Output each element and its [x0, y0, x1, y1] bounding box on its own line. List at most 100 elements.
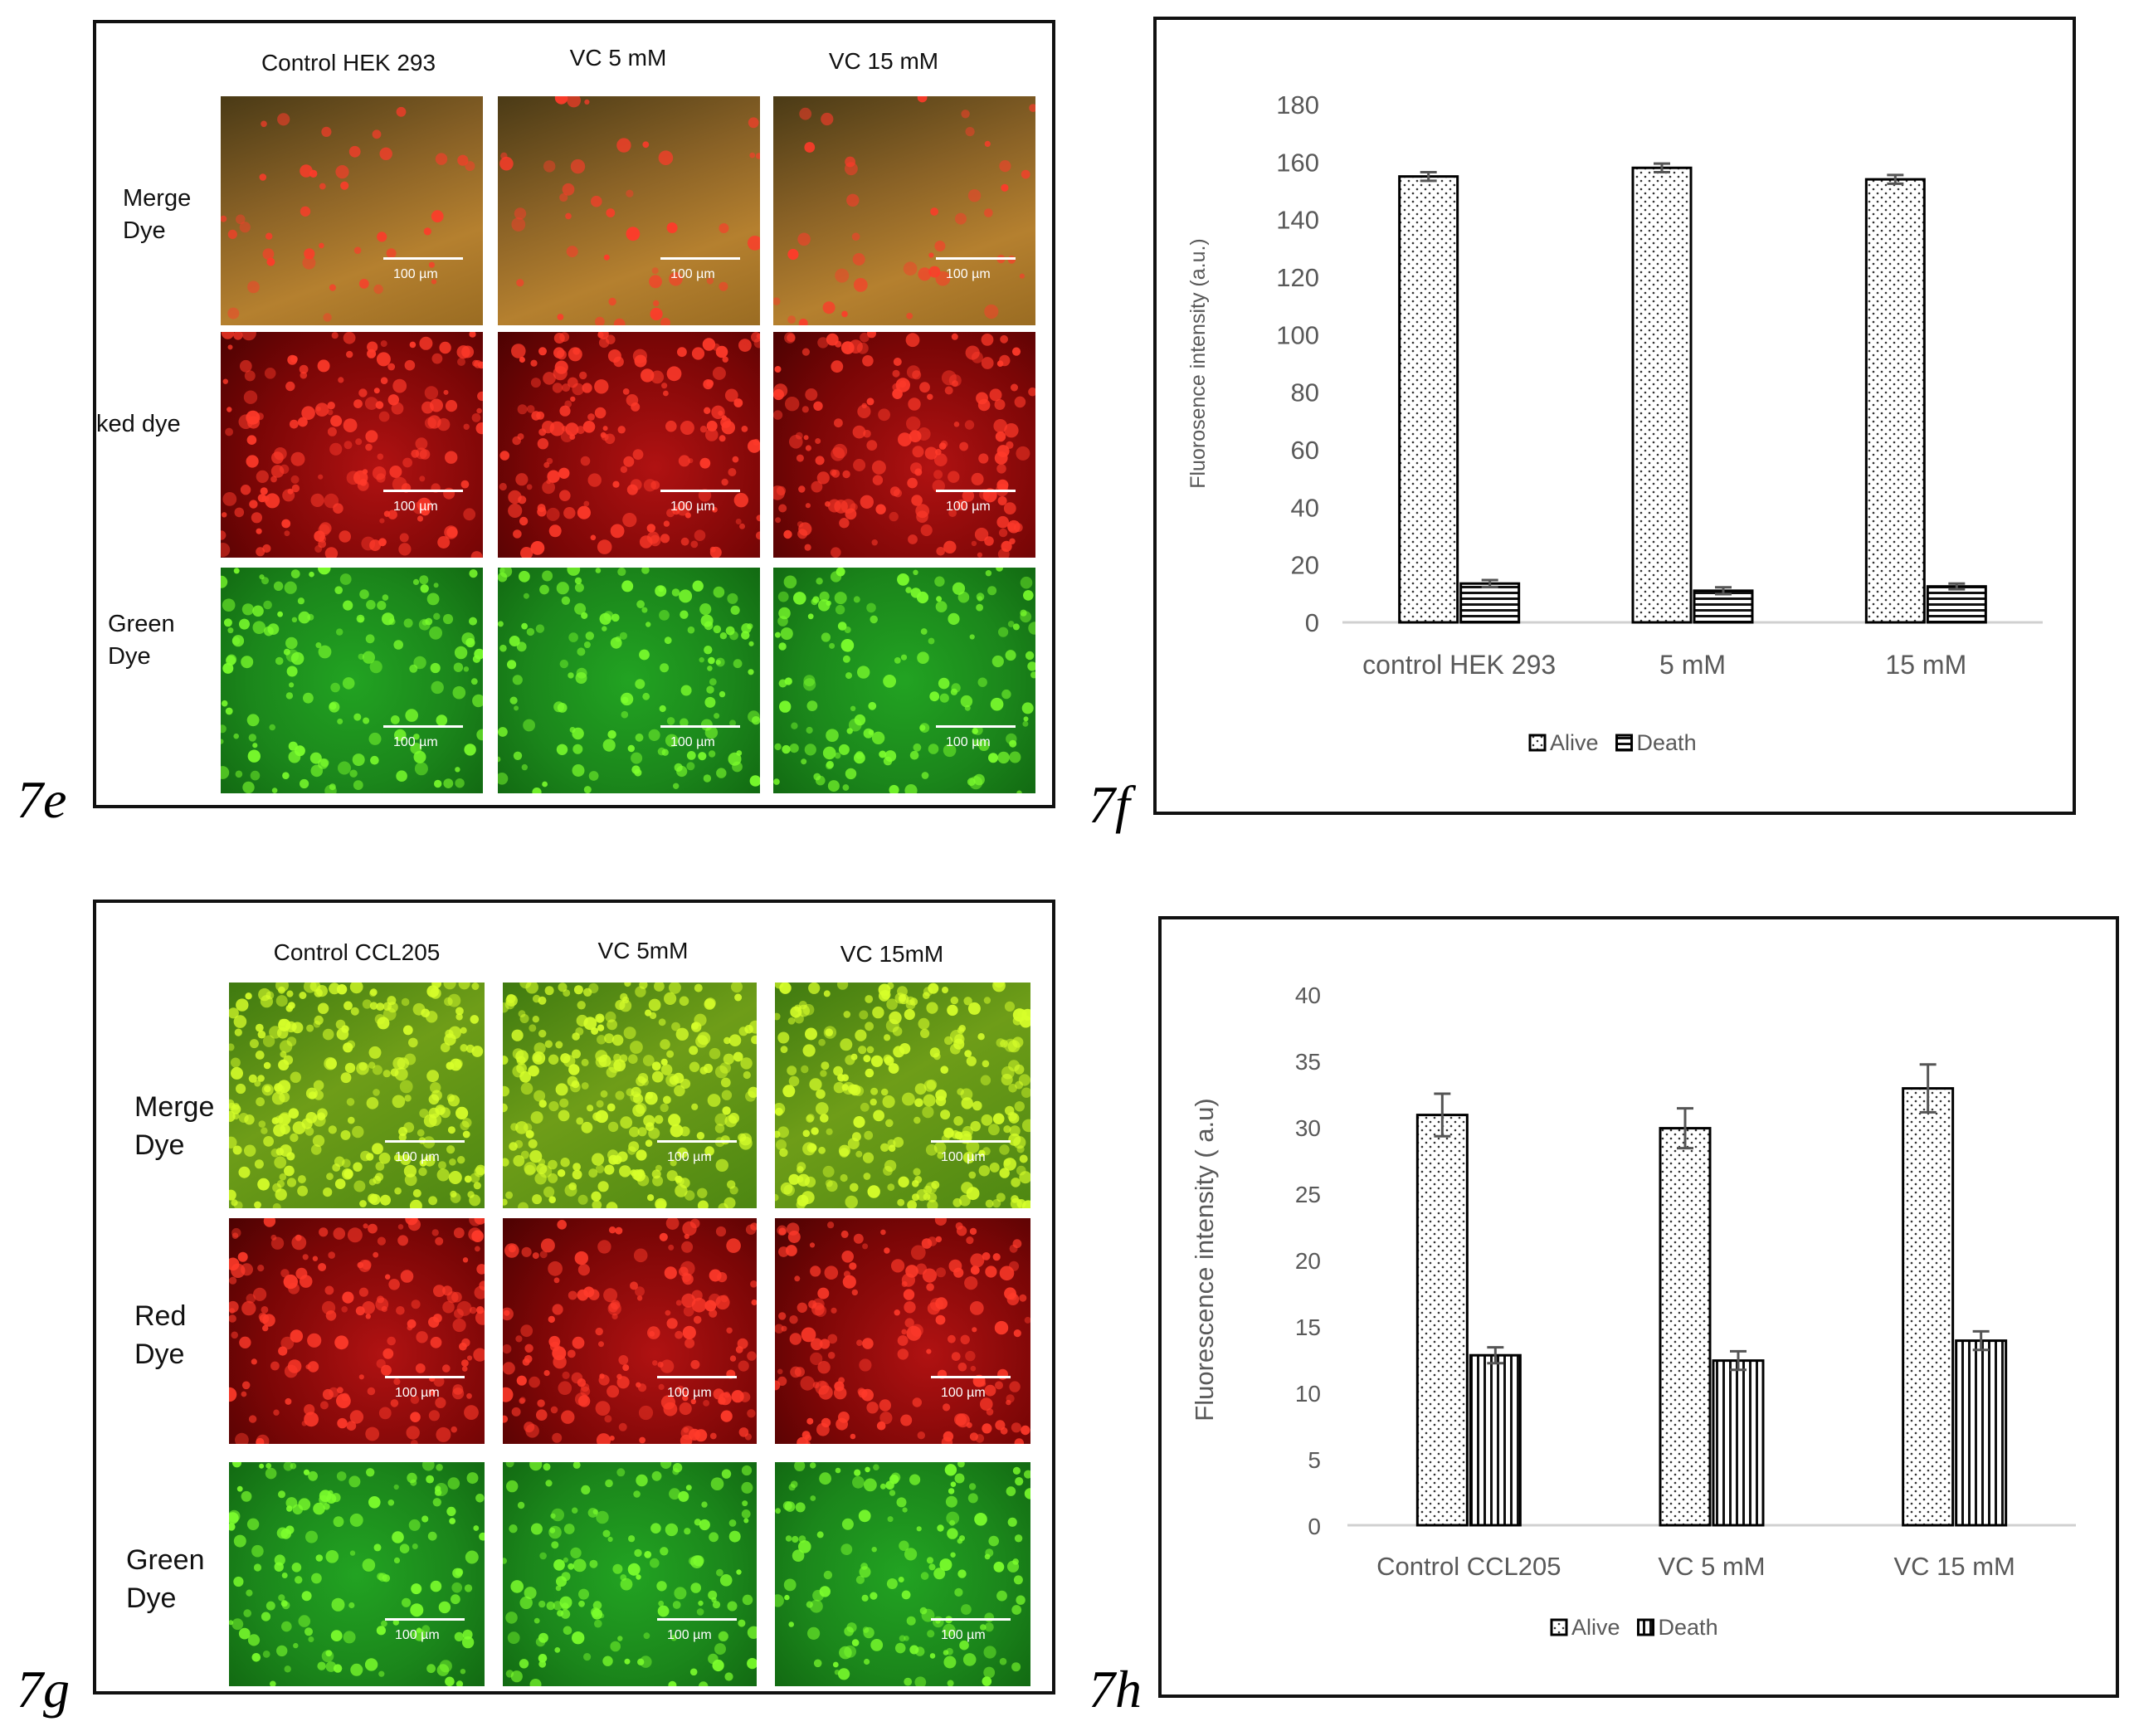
cell-dot [280, 1600, 288, 1607]
cell-dot [465, 637, 475, 648]
cell-dot [567, 568, 581, 576]
cell-dot [972, 1266, 980, 1274]
cell-dot [720, 1295, 728, 1303]
cell-dot [476, 729, 483, 741]
cell-dot [438, 1161, 446, 1170]
scale-bar [383, 257, 463, 260]
cell-dot [850, 503, 858, 511]
cell-dot [392, 1056, 406, 1070]
cell-dot [654, 1114, 664, 1124]
cell-dot [1001, 689, 1011, 700]
cell-dot [557, 1220, 567, 1230]
cell-dot [324, 1285, 334, 1295]
cell-dot [260, 995, 273, 1008]
cell-dot [455, 1568, 464, 1577]
cell-dot [981, 334, 994, 346]
cell-dot [691, 1103, 699, 1110]
cell-dot [229, 1620, 234, 1626]
cell-dot [253, 1287, 267, 1301]
cell-dot [853, 1116, 865, 1129]
cell-dot [377, 232, 387, 242]
cell-dot [851, 1289, 858, 1296]
cell-dot [597, 332, 604, 339]
cell-dot [607, 1301, 621, 1316]
cell-dot [804, 744, 816, 756]
cell-dot [637, 1383, 647, 1392]
cell-dot [655, 1200, 666, 1208]
cell-dot [466, 1392, 472, 1399]
cell-dot [723, 1036, 731, 1045]
cell-dot [241, 603, 254, 616]
cell-dot [270, 1148, 280, 1158]
cell-dot [988, 1124, 1000, 1136]
cell-dot [687, 626, 695, 634]
cell-dot [913, 569, 918, 575]
cell-dot [253, 1563, 262, 1572]
cell-dot [801, 1431, 811, 1440]
cell-dot [602, 739, 616, 752]
cell-dot [436, 1664, 450, 1676]
scale-bar [657, 1140, 737, 1143]
cell-dot [227, 307, 240, 319]
cell-dot [428, 261, 435, 268]
cell-dot [831, 547, 841, 558]
cell-dot [751, 1035, 757, 1045]
cell-dot [655, 1164, 662, 1172]
cell-dot [1019, 1171, 1030, 1184]
cell-dot [779, 1148, 788, 1158]
cell-dot [797, 1302, 807, 1313]
cell-dot [865, 995, 874, 1003]
cell-dot [665, 1218, 680, 1230]
cell-dot [319, 522, 332, 534]
cell-dot [626, 394, 639, 407]
cell-dot [246, 435, 257, 445]
cell-dot [293, 1642, 299, 1649]
cell-dot [693, 1555, 704, 1567]
cell-dot [318, 539, 326, 549]
cell-dot [229, 1314, 236, 1323]
cell-dot [1024, 1470, 1030, 1479]
cell-dot [884, 1247, 890, 1254]
cell-dot [419, 475, 426, 482]
cell-dot [923, 1192, 931, 1201]
cell-dot [581, 1058, 589, 1066]
cell-dot [940, 1109, 951, 1120]
cell-dot [381, 1620, 387, 1627]
column-header: VC 15 mM [828, 48, 939, 74]
cell-dot [675, 501, 690, 516]
cell-dot [1006, 1486, 1016, 1496]
cell-dot [409, 1199, 422, 1208]
cell-dot [498, 756, 501, 763]
cell-dot [930, 207, 938, 216]
cell-dot [465, 161, 475, 172]
cell-dot [949, 1519, 956, 1526]
y-tick-label: 60 [1291, 436, 1319, 465]
cell-dot [290, 475, 300, 484]
cell-dot [678, 1490, 689, 1502]
bar-alive [1902, 1087, 1955, 1527]
cell-dot [318, 474, 324, 480]
cell-dot [738, 339, 752, 352]
y-tick-label: 0 [1305, 608, 1319, 637]
cell-dot [783, 1578, 797, 1592]
cell-dot [636, 1103, 647, 1114]
cell-dot [378, 1573, 387, 1582]
cell-dot [241, 1263, 253, 1276]
cell-dot [862, 355, 874, 367]
cell-dot [657, 1361, 664, 1368]
cell-dot [583, 641, 591, 648]
cell-dot [838, 1377, 845, 1384]
cell-dot [747, 623, 753, 630]
cell-dot [864, 1478, 877, 1492]
cell-dot [1000, 1039, 1008, 1048]
cell-dot [747, 236, 760, 251]
cell-dot [1016, 790, 1022, 793]
cell-dot [462, 1629, 473, 1640]
cell-dot [782, 1085, 796, 1098]
cell-dot [251, 1358, 257, 1365]
cell-dot [694, 1013, 707, 1026]
cell-dot [789, 1333, 801, 1345]
cell-dot [698, 752, 707, 761]
cell-dot [966, 1421, 972, 1428]
cell-dot [623, 456, 635, 467]
